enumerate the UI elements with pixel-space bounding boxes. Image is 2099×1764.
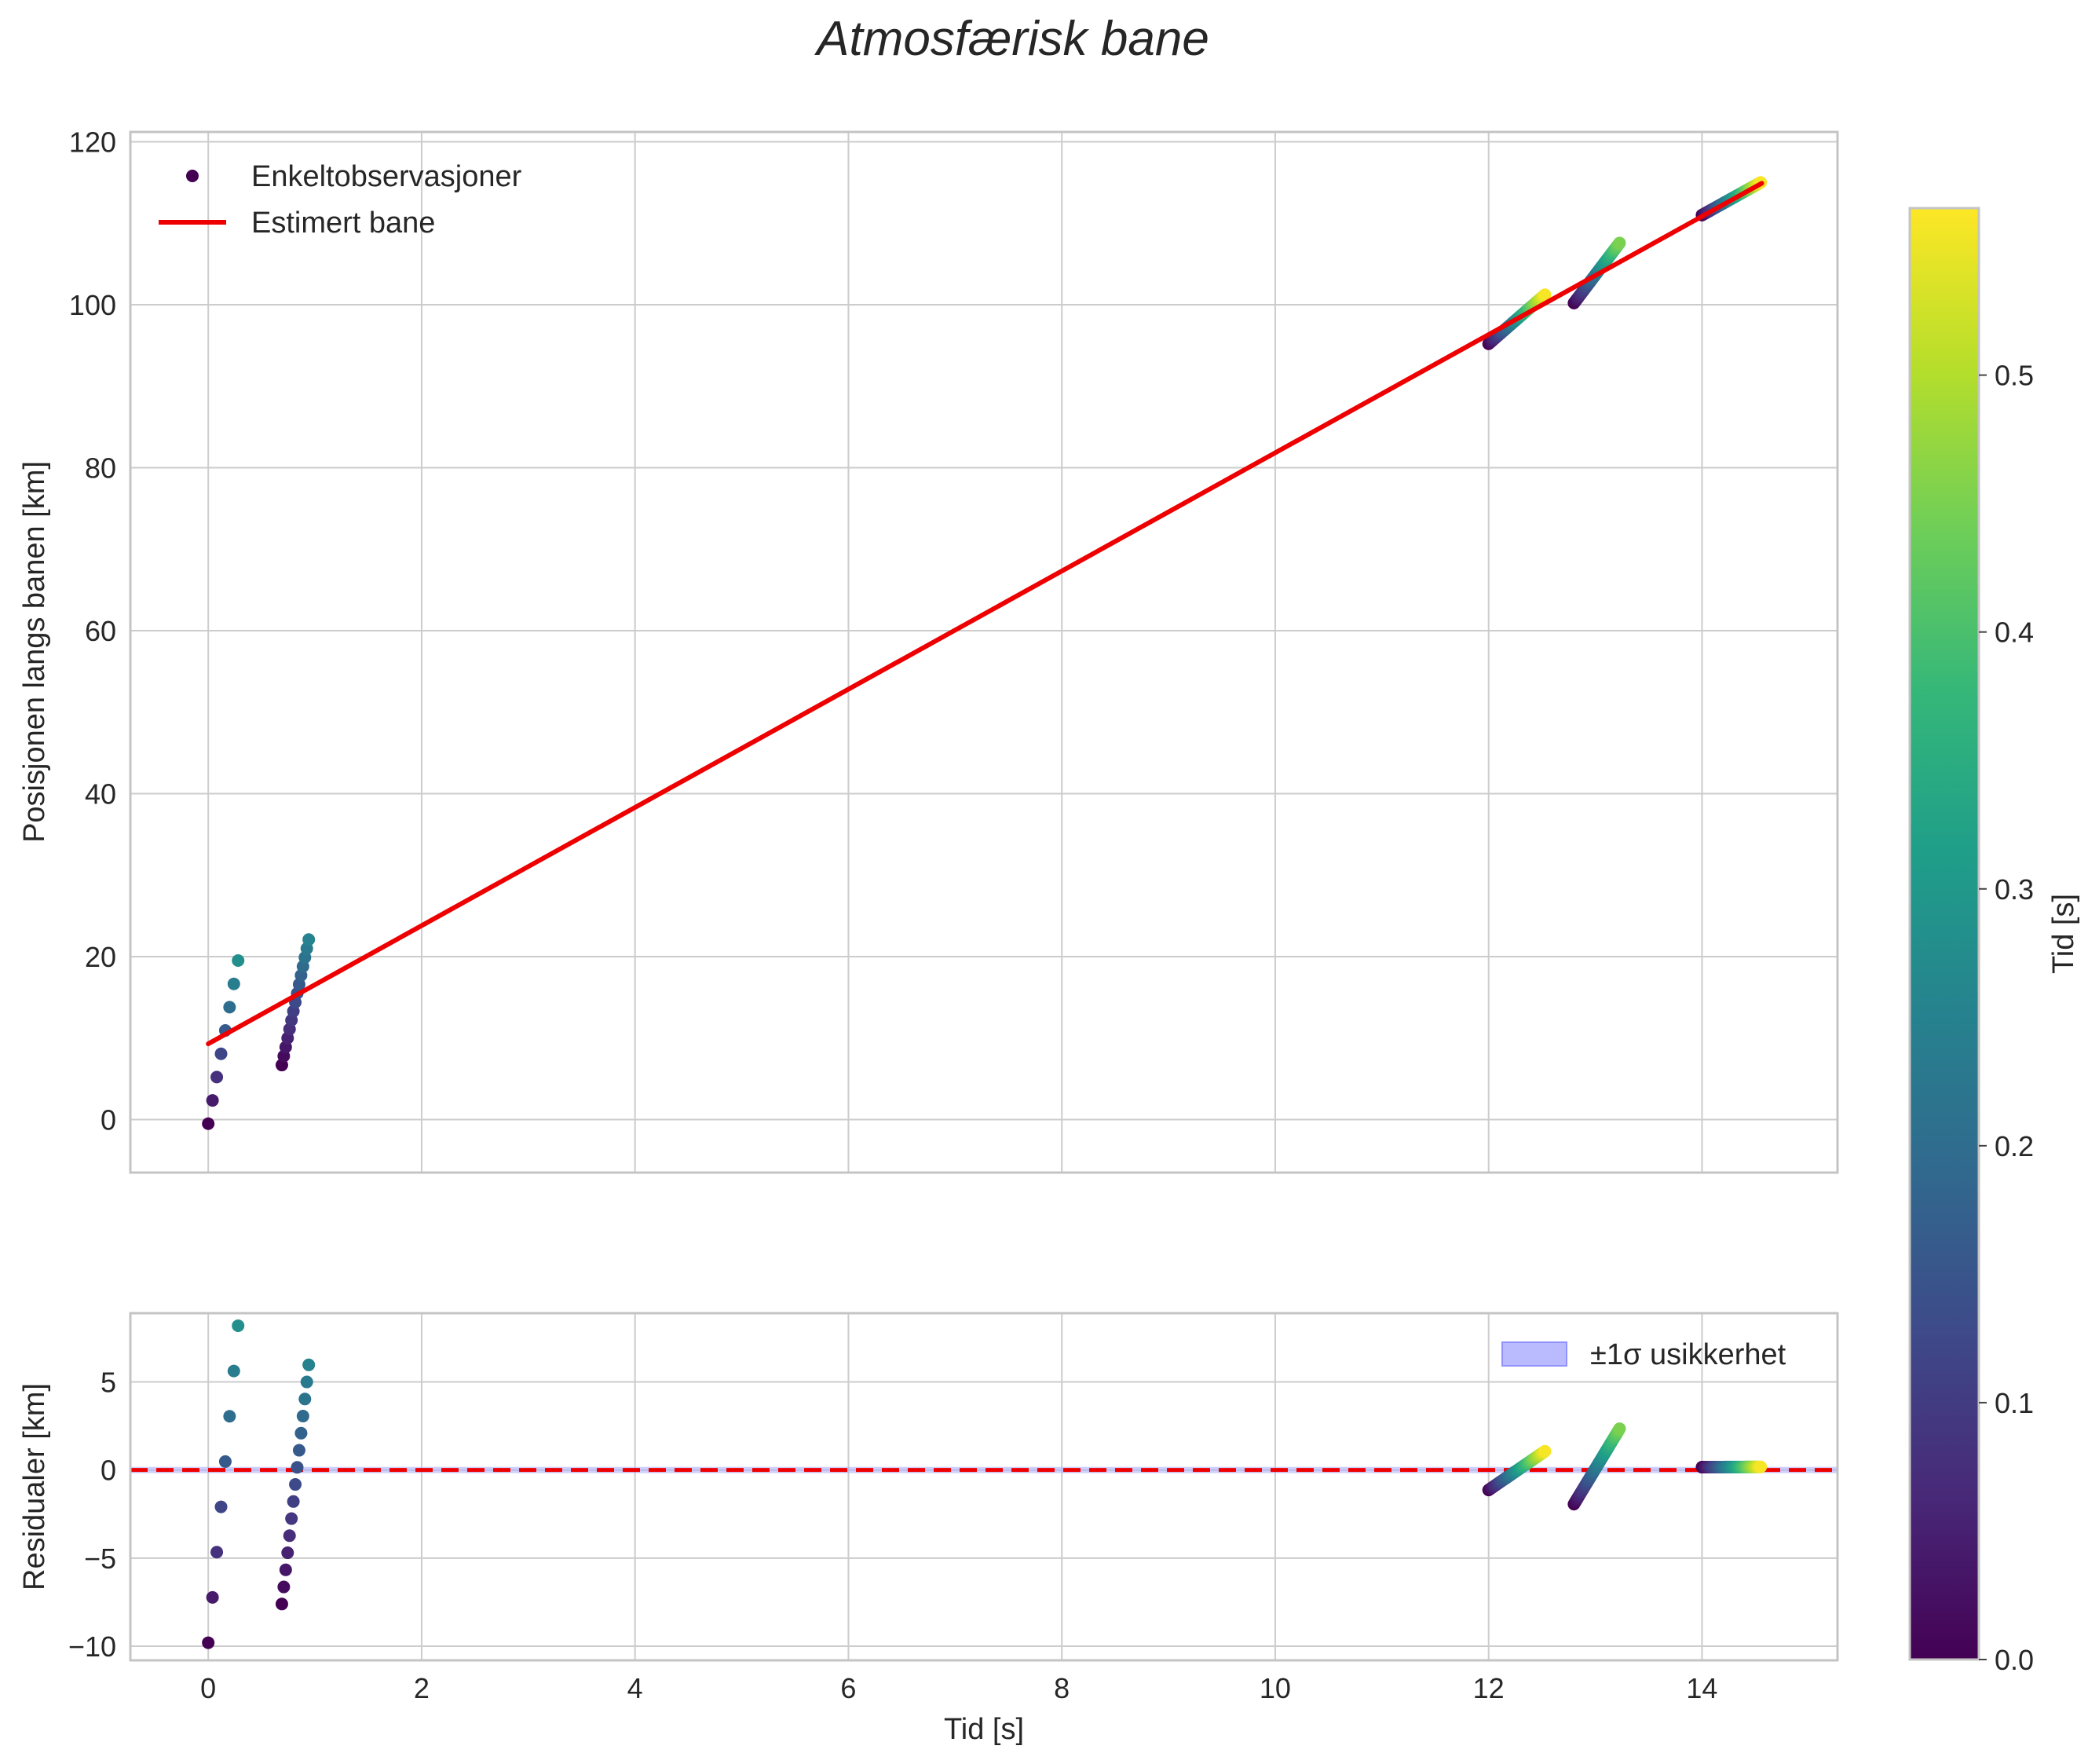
- x-tick-label: 4: [627, 1672, 643, 1704]
- top-y-tick-label: 120: [69, 126, 116, 158]
- fit-line: [206, 181, 1764, 1047]
- legend-marker-observations: [186, 170, 199, 182]
- colorbar: 0.0 0.1 0.2 0.3 0.4 0.5 Tid [s]: [1908, 207, 2080, 1676]
- observation-point: [214, 1047, 228, 1060]
- observation-point: [302, 933, 316, 946]
- bottom-y-tick-label: −5: [84, 1543, 116, 1575]
- residual-point: [227, 1364, 240, 1378]
- colorbar-tick-label: 0.3: [1995, 873, 2034, 906]
- observation-point: [1613, 236, 1626, 250]
- residual-point: [302, 1358, 316, 1371]
- observation-point: [206, 1094, 219, 1107]
- observation-point: [232, 954, 245, 968]
- residual-point: [214, 1500, 228, 1513]
- residual-point: [1754, 1460, 1768, 1473]
- residual-point: [202, 1636, 215, 1649]
- bottom-frame: [129, 1312, 1839, 1662]
- bottom-plot-area: [130, 1313, 1838, 1660]
- residual-point: [283, 1529, 296, 1543]
- residual-point: [291, 1461, 304, 1474]
- observation-point: [202, 1117, 215, 1130]
- x-axis-label: Tid [s]: [944, 1713, 1024, 1746]
- x-tick-label: 8: [1054, 1672, 1070, 1704]
- bottom-y-ticks: 5 0 −5 −10: [68, 1367, 116, 1663]
- residual-point: [287, 1495, 300, 1508]
- bottom-y-tick-label: 0: [101, 1455, 116, 1487]
- observation-point: [223, 1001, 236, 1014]
- top-y-tick-label: 100: [69, 289, 116, 321]
- colorbar-tick-label: 0.1: [1995, 1387, 2034, 1419]
- x-tick-label: 12: [1473, 1672, 1505, 1704]
- bottom-panel: 5 0 −5 −10 Residualer [km] 0 2 4 6 8 10 12 14 Tid …: [18, 1312, 1839, 1746]
- x-ticks: 0 2 4 6 8 10 12 14: [200, 1672, 1717, 1704]
- residual-point: [210, 1546, 224, 1559]
- legend-label-fit: Estimert bane: [251, 207, 435, 240]
- top-frame: [129, 130, 1839, 1174]
- top-y-tick-label: 20: [85, 941, 116, 973]
- colorbar-tick-label: 0.4: [1995, 617, 2034, 649]
- residual-point: [206, 1590, 219, 1604]
- residual-point: [281, 1546, 294, 1560]
- residual-point: [223, 1410, 236, 1423]
- residual-point: [218, 1455, 232, 1468]
- legend-label-observations: Enkeltobservasjoner: [251, 160, 522, 193]
- top-y-tick-label: 80: [85, 452, 116, 484]
- bottom-y-axis-label: Residualer [km]: [18, 1383, 51, 1590]
- residual-point: [1613, 1422, 1626, 1436]
- residual-point: [279, 1563, 292, 1576]
- bottom-scatter-points: [202, 1319, 1768, 1649]
- top-grid: [130, 132, 1838, 1173]
- top-panel: 0 20 40 60 80 100 120 Posisjonen langs banen […: [18, 126, 1839, 1174]
- colorbar-tick-label: 0.0: [1995, 1644, 2034, 1676]
- residual-point: [292, 1444, 305, 1457]
- residual-point: [289, 1478, 302, 1491]
- top-y-tick-label: 40: [85, 778, 116, 811]
- x-tick-label: 14: [1686, 1672, 1717, 1704]
- top-y-axis-label: Posisjonen langs banen [km]: [18, 461, 51, 843]
- legend-label-sigma: ±1σ usikkerhet: [1590, 1338, 1786, 1371]
- chart-title: Atmosfærisk bane: [814, 12, 1209, 66]
- residual-point: [275, 1597, 288, 1611]
- sigma-band: [130, 1466, 1838, 1473]
- colorbar-tick-label: 0.2: [1995, 1130, 2034, 1162]
- x-tick-label: 10: [1260, 1672, 1291, 1704]
- legend-marker-sigma: [1501, 1341, 1567, 1367]
- bottom-legend: ±1σ usikkerhet: [1501, 1338, 1786, 1371]
- residual-point: [296, 1410, 309, 1423]
- residual-point: [300, 1375, 313, 1389]
- x-tick-label: 6: [840, 1672, 856, 1704]
- observation-point: [1538, 288, 1552, 302]
- colorbar-tick-label: 0.5: [1995, 360, 2034, 392]
- top-legend: Enkeltobservasjoner Estimert bane: [159, 160, 522, 240]
- colorbar-frame: [1908, 207, 1980, 1661]
- bottom-y-tick-label: 5: [101, 1367, 116, 1399]
- residual-point: [277, 1580, 291, 1594]
- colorbar-label: Tid [s]: [2047, 894, 2080, 974]
- residual-point: [285, 1512, 298, 1525]
- colorbar-gradient: [1910, 208, 1979, 1660]
- top-y-tick-label: 0: [101, 1104, 116, 1136]
- top-y-tick-label: 60: [85, 615, 116, 647]
- x-tick-label: 2: [414, 1672, 430, 1704]
- residual-point: [298, 1393, 312, 1406]
- colorbar-ticks: 0.0 0.1 0.2 0.3 0.4 0.5: [1979, 360, 2034, 1676]
- residual-point: [232, 1319, 245, 1332]
- residual-point: [294, 1426, 308, 1440]
- observation-point: [210, 1070, 224, 1084]
- observation-point: [227, 977, 240, 990]
- x-tick-label: 0: [200, 1672, 216, 1704]
- top-y-ticks: 0 20 40 60 80 100 120: [69, 126, 116, 1136]
- bottom-y-tick-label: −10: [68, 1630, 116, 1663]
- residual-point: [1538, 1444, 1552, 1458]
